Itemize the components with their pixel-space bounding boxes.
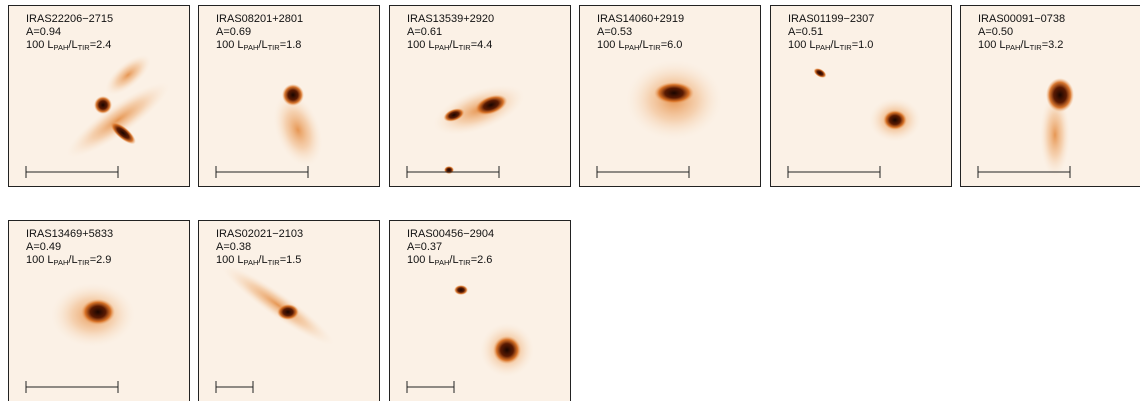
- ratio-tir: TIR: [459, 43, 472, 52]
- galaxy-core: [1046, 78, 1074, 112]
- ratio-value: =2.6: [471, 254, 493, 266]
- panel-a-value: A=0.37: [407, 241, 442, 253]
- ratio-tir: TIR: [459, 258, 472, 267]
- ratio-l: 100 L: [978, 39, 1006, 51]
- ratio-l: 100 L: [216, 39, 244, 51]
- panel-name: IRAS02021−2103: [216, 228, 303, 240]
- panel-ratio: 100 LPAH/LTIR=1.8: [216, 39, 301, 52]
- panel-name: IRAS13469+5833: [26, 228, 113, 240]
- ratio-value: =2.9: [90, 254, 112, 266]
- ratio-slash: /L: [449, 254, 458, 266]
- galaxy-core: [493, 336, 521, 364]
- ratio-pah: PAH: [625, 43, 640, 52]
- ratio-value: =1.5: [280, 254, 302, 266]
- figure: IRAS22206−2715A=0.94100 LPAH/LTIR=2.4IRA…: [0, 0, 1140, 401]
- panel-name: IRAS08201+2801: [216, 13, 303, 25]
- panel-name: IRAS01199−2307: [788, 13, 874, 25]
- ratio-tir: TIR: [78, 258, 91, 267]
- ratio-pah: PAH: [816, 43, 831, 52]
- ratio-value: =4.4: [471, 39, 493, 51]
- panel-name: IRAS00091−0738: [978, 13, 1065, 25]
- ratio-tir: TIR: [268, 258, 281, 267]
- ratio-pah: PAH: [244, 258, 259, 267]
- panel-ratio: 100 LPAH/LTIR=4.4: [407, 39, 492, 52]
- ratio-l: 100 L: [407, 254, 435, 266]
- ratio-value: =1.0: [852, 39, 874, 51]
- ratio-l: 100 L: [216, 254, 244, 266]
- panel-a-value: A=0.49: [26, 241, 61, 253]
- galaxy-core: [277, 304, 299, 320]
- galaxy-core: [282, 84, 304, 106]
- panel-a-value: A=0.53: [597, 26, 632, 38]
- ratio-pah: PAH: [244, 43, 259, 52]
- panel-a-value: A=0.50: [978, 26, 1013, 38]
- ratio-pah: PAH: [54, 43, 69, 52]
- panel-name: IRAS13539+2920: [407, 13, 494, 25]
- ratio-value: =3.2: [1042, 39, 1064, 51]
- ratio-tir: TIR: [1030, 43, 1043, 52]
- ratio-l: 100 L: [26, 39, 54, 51]
- ratio-slash: /L: [258, 39, 267, 51]
- galaxy-core: [454, 285, 468, 295]
- galaxy-core: [444, 166, 454, 174]
- ratio-slash: /L: [830, 39, 839, 51]
- ratio-l: 100 L: [407, 39, 435, 51]
- galaxy-core: [81, 299, 115, 325]
- panel-ratio: 100 LPAH/LTIR=1.0: [788, 39, 873, 52]
- panel-ratio: 100 LPAH/LTIR=1.5: [216, 254, 301, 267]
- panel-ratio: 100 LPAH/LTIR=3.2: [978, 39, 1063, 52]
- ratio-value: =6.0: [661, 39, 683, 51]
- ratio-pah: PAH: [54, 258, 69, 267]
- panel-ratio: 100 LPAH/LTIR=2.9: [26, 254, 111, 267]
- galaxy-core: [94, 96, 112, 114]
- ratio-slash: /L: [68, 39, 77, 51]
- panel-name: IRAS22206−2715: [26, 13, 113, 25]
- ratio-slash: /L: [258, 254, 267, 266]
- ratio-tir: TIR: [649, 43, 662, 52]
- panel-ratio: 100 LPAH/LTIR=2.4: [26, 39, 111, 52]
- panel-a-value: A=0.94: [26, 26, 61, 38]
- panel-a-value: A=0.69: [216, 26, 251, 38]
- panel-a-value: A=0.61: [407, 26, 442, 38]
- ratio-slash: /L: [68, 254, 77, 266]
- panel-a-value: A=0.51: [788, 26, 823, 38]
- ratio-pah: PAH: [1006, 43, 1021, 52]
- ratio-pah: PAH: [435, 258, 450, 267]
- ratio-tir: TIR: [268, 43, 281, 52]
- galaxy-core: [883, 110, 907, 130]
- ratio-tir: TIR: [840, 43, 853, 52]
- ratio-l: 100 L: [26, 254, 54, 266]
- panel-ratio: 100 LPAH/LTIR=6.0: [597, 39, 682, 52]
- ratio-slash: /L: [1020, 39, 1029, 51]
- galaxy-core: [654, 82, 694, 104]
- ratio-pah: PAH: [435, 43, 450, 52]
- ratio-l: 100 L: [788, 39, 816, 51]
- ratio-tir: TIR: [78, 43, 91, 52]
- panel-name: IRAS00456−2904: [407, 228, 494, 240]
- panel-a-value: A=0.38: [216, 241, 251, 253]
- ratio-slash: /L: [449, 39, 458, 51]
- ratio-l: 100 L: [597, 39, 625, 51]
- panel-ratio: 100 LPAH/LTIR=2.6: [407, 254, 492, 267]
- ratio-value: =1.8: [280, 39, 302, 51]
- panel-name: IRAS14060+2919: [597, 13, 684, 25]
- ratio-value: =2.4: [90, 39, 112, 51]
- ratio-slash: /L: [639, 39, 648, 51]
